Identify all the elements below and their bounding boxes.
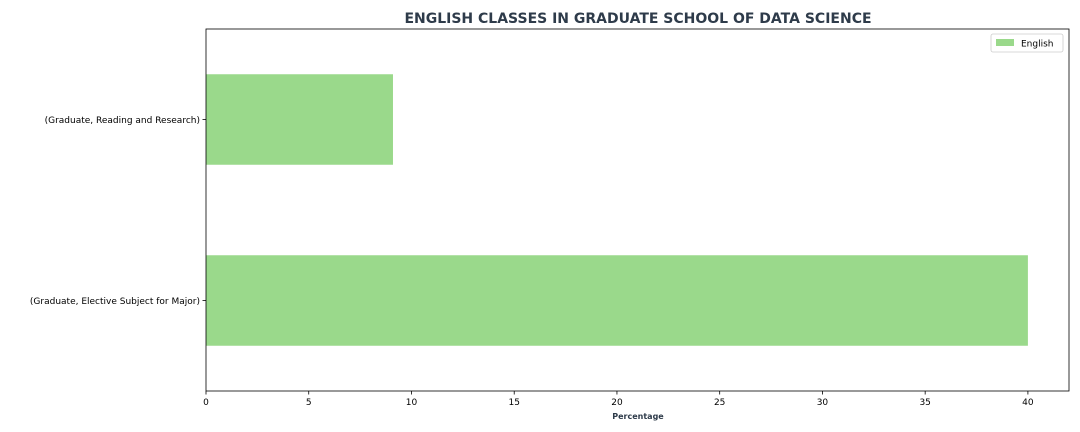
x-tick-label-0: 0 <box>203 398 209 408</box>
y-tick-label-1: (Graduate, Reading and Research) <box>45 116 200 126</box>
x-tick-label-30: 30 <box>817 398 829 408</box>
x-axis-label: Percentage <box>612 412 664 421</box>
x-tick-label-5: 5 <box>306 398 312 408</box>
legend-label: English <box>1021 40 1054 50</box>
x-tick-label-10: 10 <box>406 398 418 408</box>
plot-frame <box>205 28 1070 392</box>
bar-1 <box>206 74 393 165</box>
legend: English <box>990 33 1064 53</box>
plot-area: 0 5 10 15 20 25 30 35 40 (Graduate, Elective Subj… <box>30 28 1070 408</box>
x-tick-label-25: 25 <box>714 398 725 408</box>
x-tick-label-15: 15 <box>508 398 519 408</box>
legend-box <box>990 33 1064 53</box>
chart-title: ENGLISH CLASSES IN GRADUATE SCHOOL OF DA… <box>404 11 871 27</box>
y-tick-label-0: (Graduate, Elective Subject for Major) <box>30 297 200 307</box>
legend-swatch <box>996 39 1014 46</box>
bar-0 <box>206 255 1028 346</box>
x-tick-label-35: 35 <box>919 398 930 408</box>
x-tick-label-40: 40 <box>1022 398 1034 408</box>
x-tick-label-20: 20 <box>611 398 623 408</box>
